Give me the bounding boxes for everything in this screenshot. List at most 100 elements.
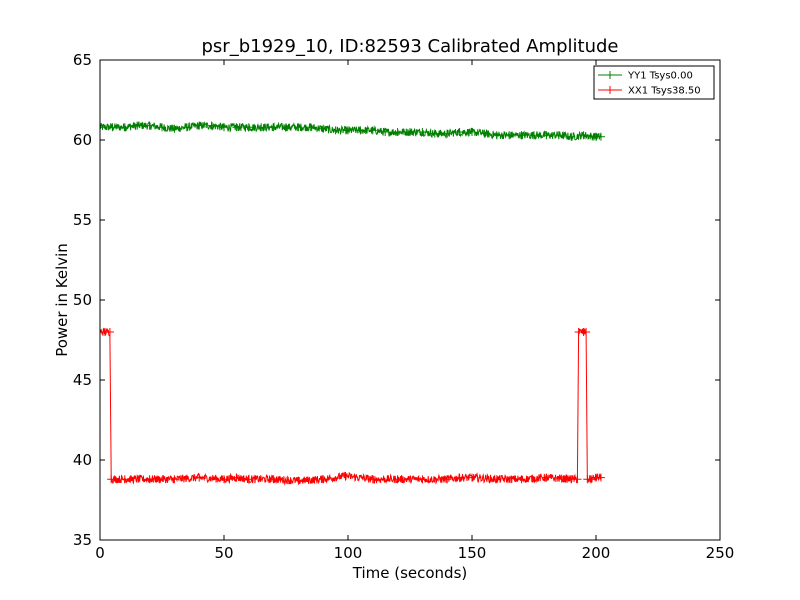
data-point-marker bbox=[195, 121, 204, 130]
data-point-marker bbox=[269, 123, 278, 132]
data-point-marker bbox=[269, 475, 278, 484]
x-axis-label: Time (seconds) bbox=[352, 564, 468, 582]
data-point-marker bbox=[468, 128, 476, 136]
data-point-marker bbox=[105, 328, 114, 336]
series-1 bbox=[100, 327, 605, 486]
data-point-marker bbox=[418, 128, 427, 136]
data-point-marker bbox=[596, 132, 605, 141]
x-tick-label: 250 bbox=[706, 544, 735, 562]
data-point-marker bbox=[232, 473, 241, 482]
data-point-marker bbox=[418, 475, 427, 484]
data-point-marker bbox=[294, 476, 303, 485]
data-point-marker bbox=[257, 123, 266, 132]
data-point-marker bbox=[220, 475, 228, 484]
data-point-marker bbox=[587, 475, 596, 484]
data-point-marker bbox=[344, 126, 352, 135]
legend: YY1 Tsys0.00 XX1 Tsys38.50 bbox=[593, 65, 715, 100]
data-point-marker bbox=[567, 132, 576, 141]
data-point-marker bbox=[573, 475, 582, 484]
data-point-marker bbox=[596, 473, 605, 482]
plot-layer bbox=[100, 121, 605, 486]
y-axis-label: Power in Kelvin bbox=[53, 243, 71, 357]
data-point-marker bbox=[145, 121, 154, 130]
data-point-marker bbox=[341, 472, 350, 480]
data-point-marker bbox=[107, 475, 116, 484]
data-point-marker bbox=[294, 123, 303, 132]
series-line-0 bbox=[100, 121, 602, 141]
data-point-marker bbox=[182, 123, 191, 132]
data-point-marker bbox=[443, 129, 452, 138]
data-point-marker bbox=[393, 128, 402, 136]
y-tick-label: 65 bbox=[73, 51, 92, 69]
data-point-marker bbox=[492, 131, 501, 140]
data-point-marker bbox=[356, 126, 365, 135]
data-point-marker bbox=[331, 126, 340, 135]
data-point-marker bbox=[505, 131, 514, 140]
data-point-marker bbox=[170, 124, 179, 133]
data-point-marker bbox=[579, 131, 588, 140]
y-tick-label: 45 bbox=[73, 371, 92, 389]
data-point-marker bbox=[306, 123, 315, 132]
data-point-marker bbox=[468, 473, 476, 482]
data-point-marker bbox=[443, 475, 452, 484]
data-point-marker bbox=[319, 475, 328, 484]
y-tick-label: 40 bbox=[73, 451, 92, 469]
x-tick-label: 100 bbox=[334, 544, 363, 562]
legend-entry-0: YY1 Tsys0.00 bbox=[598, 71, 693, 82]
legend-label: YY1 Tsys0.00 bbox=[627, 71, 693, 82]
x-tick-label: 50 bbox=[214, 544, 233, 562]
data-point-marker bbox=[100, 123, 104, 132]
data-point-marker bbox=[406, 128, 414, 136]
y-tick-label: 60 bbox=[73, 131, 92, 149]
data-point-marker bbox=[480, 129, 489, 138]
data-point-marker bbox=[530, 131, 538, 140]
legend-swatch-marker bbox=[606, 71, 614, 79]
data-point-marker bbox=[133, 121, 142, 130]
data-point-marker bbox=[381, 128, 390, 136]
data-point-marker bbox=[120, 475, 129, 484]
legend-box bbox=[593, 65, 715, 100]
data-point-marker bbox=[282, 123, 290, 132]
legend-entry-1: XX1 Tsys38.50 bbox=[598, 86, 701, 97]
data-point-marker bbox=[393, 475, 402, 484]
data-point-marker bbox=[207, 121, 216, 130]
chart-title: psr_b1929_10, ID:82593 Calibrated Amplit… bbox=[202, 36, 619, 57]
data-point-marker bbox=[232, 123, 241, 132]
data-point-marker bbox=[319, 124, 328, 133]
data-point-marker bbox=[220, 123, 228, 132]
data-point-marker bbox=[455, 473, 464, 482]
data-point-marker bbox=[158, 123, 166, 132]
y-tick-label: 35 bbox=[73, 531, 92, 549]
data-point-marker bbox=[244, 475, 253, 484]
data-point-marker bbox=[368, 126, 377, 135]
data-point-marker bbox=[582, 328, 591, 336]
data-point-marker bbox=[170, 475, 179, 484]
x-tick-label: 200 bbox=[582, 544, 611, 562]
data-point-marker bbox=[554, 131, 563, 140]
axes-layer: 0 50 100 150 200 250 35 40 45 50 55 60 65 bbox=[73, 51, 734, 562]
y-tick-label: 55 bbox=[73, 211, 92, 229]
legend-label: XX1 Tsys38.50 bbox=[628, 86, 701, 97]
data-point-marker bbox=[195, 473, 204, 482]
data-point-marker bbox=[517, 131, 526, 140]
data-point-marker bbox=[542, 473, 551, 482]
series-0 bbox=[100, 121, 605, 141]
data-point-marker bbox=[145, 475, 154, 484]
data-point-marker bbox=[492, 475, 501, 484]
data-point-marker bbox=[368, 475, 377, 484]
y-tick-label: 50 bbox=[73, 291, 92, 309]
data-point-marker bbox=[542, 131, 551, 140]
series-line-1 bbox=[100, 327, 602, 486]
x-tick-label: 150 bbox=[458, 544, 487, 562]
data-point-marker bbox=[120, 123, 129, 132]
data-point-marker bbox=[517, 475, 526, 484]
data-point-marker bbox=[244, 123, 253, 132]
data-point-marker bbox=[455, 128, 464, 136]
legend-swatch-marker bbox=[606, 86, 614, 94]
data-point-marker bbox=[430, 129, 439, 138]
data-point-marker bbox=[108, 123, 117, 132]
x-tick-label: 0 bbox=[95, 544, 105, 562]
